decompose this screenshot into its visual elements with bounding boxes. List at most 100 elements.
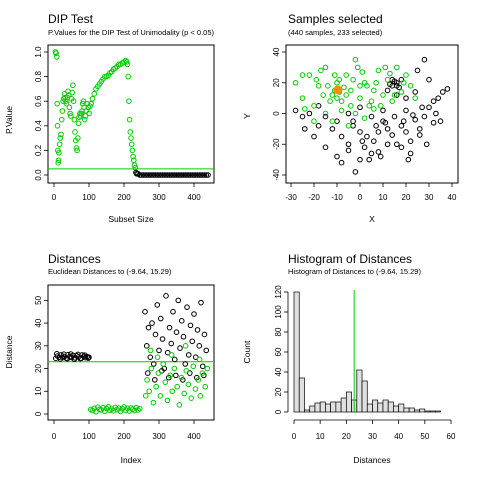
hist-bar [345, 391, 352, 413]
samples-point [419, 104, 425, 111]
dip-point [136, 172, 143, 178]
samples-point [338, 159, 345, 166]
samples-ytick-label: 40 [272, 47, 281, 56]
histogram-xtick-label: 10 [316, 432, 325, 441]
distances-point [173, 329, 180, 335]
histogram-xtick-label: 60 [447, 432, 456, 441]
distances-point [153, 383, 159, 390]
dip-point [53, 50, 59, 57]
distances-title: Distances [48, 252, 101, 266]
hist-bar [325, 403, 331, 413]
panel-samples-selected: Samples selected (440 samples, 233 selec… [242, 12, 459, 224]
samples-xtick-label: 0 [358, 193, 363, 202]
samples-xtick-label: -10 [331, 193, 343, 202]
samples-point [400, 79, 407, 86]
panel-distances: Distances Euclidean Distances to (-9.64,… [4, 252, 215, 465]
distances-ytick-label: 40 [34, 318, 43, 327]
dip-point [75, 135, 81, 141]
hist-ylabel: Count [242, 340, 252, 363]
samples-ytick-label: 20 [272, 78, 281, 87]
distances-point [176, 402, 183, 408]
samples-point [336, 76, 343, 83]
samples-point [380, 92, 386, 98]
dip-xtick-label: 300 [152, 193, 166, 202]
distances-point [188, 395, 194, 401]
dip-point [78, 110, 85, 117]
dip-point [171, 172, 178, 178]
dip-point [201, 172, 208, 178]
dip-point [58, 131, 64, 138]
dip-xtick-label: 100 [82, 193, 96, 202]
samples-point [394, 141, 400, 148]
distances-point [147, 354, 154, 360]
samples-point [364, 83, 370, 89]
samples-point [403, 107, 409, 114]
distances-point [145, 370, 151, 376]
samples-point [299, 72, 306, 78]
samples-point [357, 129, 363, 135]
samples-point [352, 169, 359, 175]
dip-point [88, 100, 94, 107]
samples-point [359, 69, 366, 75]
dip-point [175, 172, 182, 178]
dip-point [199, 172, 206, 178]
samples-point [345, 123, 352, 129]
distances-point [78, 355, 85, 362]
hist-bar [419, 408, 426, 413]
dip-point [143, 172, 150, 178]
samples-point [400, 118, 407, 124]
samples-point [403, 72, 409, 78]
dip-point [56, 150, 62, 156]
samples-point [313, 76, 320, 83]
samples-point [433, 110, 439, 117]
samples-point [343, 72, 350, 78]
samples-point [338, 98, 345, 104]
samples-point [338, 107, 345, 114]
hist-bar [314, 402, 321, 413]
samples-point [341, 84, 347, 91]
dip-point [75, 120, 82, 127]
samples-point [345, 147, 352, 154]
distances-plot-box [47, 284, 215, 421]
hist-bar [309, 405, 316, 413]
samples-point [361, 115, 368, 121]
samples-point [368, 150, 375, 157]
samples-point [407, 150, 414, 157]
dip-point [156, 172, 162, 178]
distances-xtick-label: 200 [117, 432, 131, 441]
distances-ytick-label: 20 [34, 364, 43, 373]
dip-point [124, 61, 131, 68]
dip-point [173, 172, 180, 178]
hist-bar [366, 403, 373, 413]
dip-ytick-label: 0.2 [34, 144, 43, 156]
samples-point [382, 119, 389, 126]
dip-point [194, 172, 201, 178]
samples-point [384, 126, 391, 132]
hist-bar [434, 410, 441, 413]
samples-point [306, 110, 313, 117]
samples-point [318, 67, 324, 74]
dip-point [187, 172, 194, 178]
samples-point [394, 64, 400, 71]
samples-point [430, 119, 437, 126]
dip-point [54, 123, 61, 129]
distances-point [86, 354, 92, 361]
distances-point [143, 343, 150, 349]
samples-point [292, 79, 299, 86]
dip-point [73, 145, 80, 151]
distances-point [166, 324, 173, 331]
distances-ytick-label: 30 [34, 341, 43, 350]
dip-point [126, 98, 132, 104]
distances-point [168, 352, 175, 358]
dip-point [58, 116, 65, 123]
dip-point [180, 172, 187, 178]
dip-point [126, 116, 133, 123]
dip-point [161, 172, 168, 178]
hist-bar [330, 401, 337, 413]
hist-bar [304, 409, 311, 413]
distances-point [201, 331, 208, 338]
samples-xtick-label: 10 [379, 193, 388, 202]
samples-point [389, 132, 396, 138]
samples-ytick-label: -20 [272, 138, 281, 150]
samples-point [391, 113, 398, 120]
